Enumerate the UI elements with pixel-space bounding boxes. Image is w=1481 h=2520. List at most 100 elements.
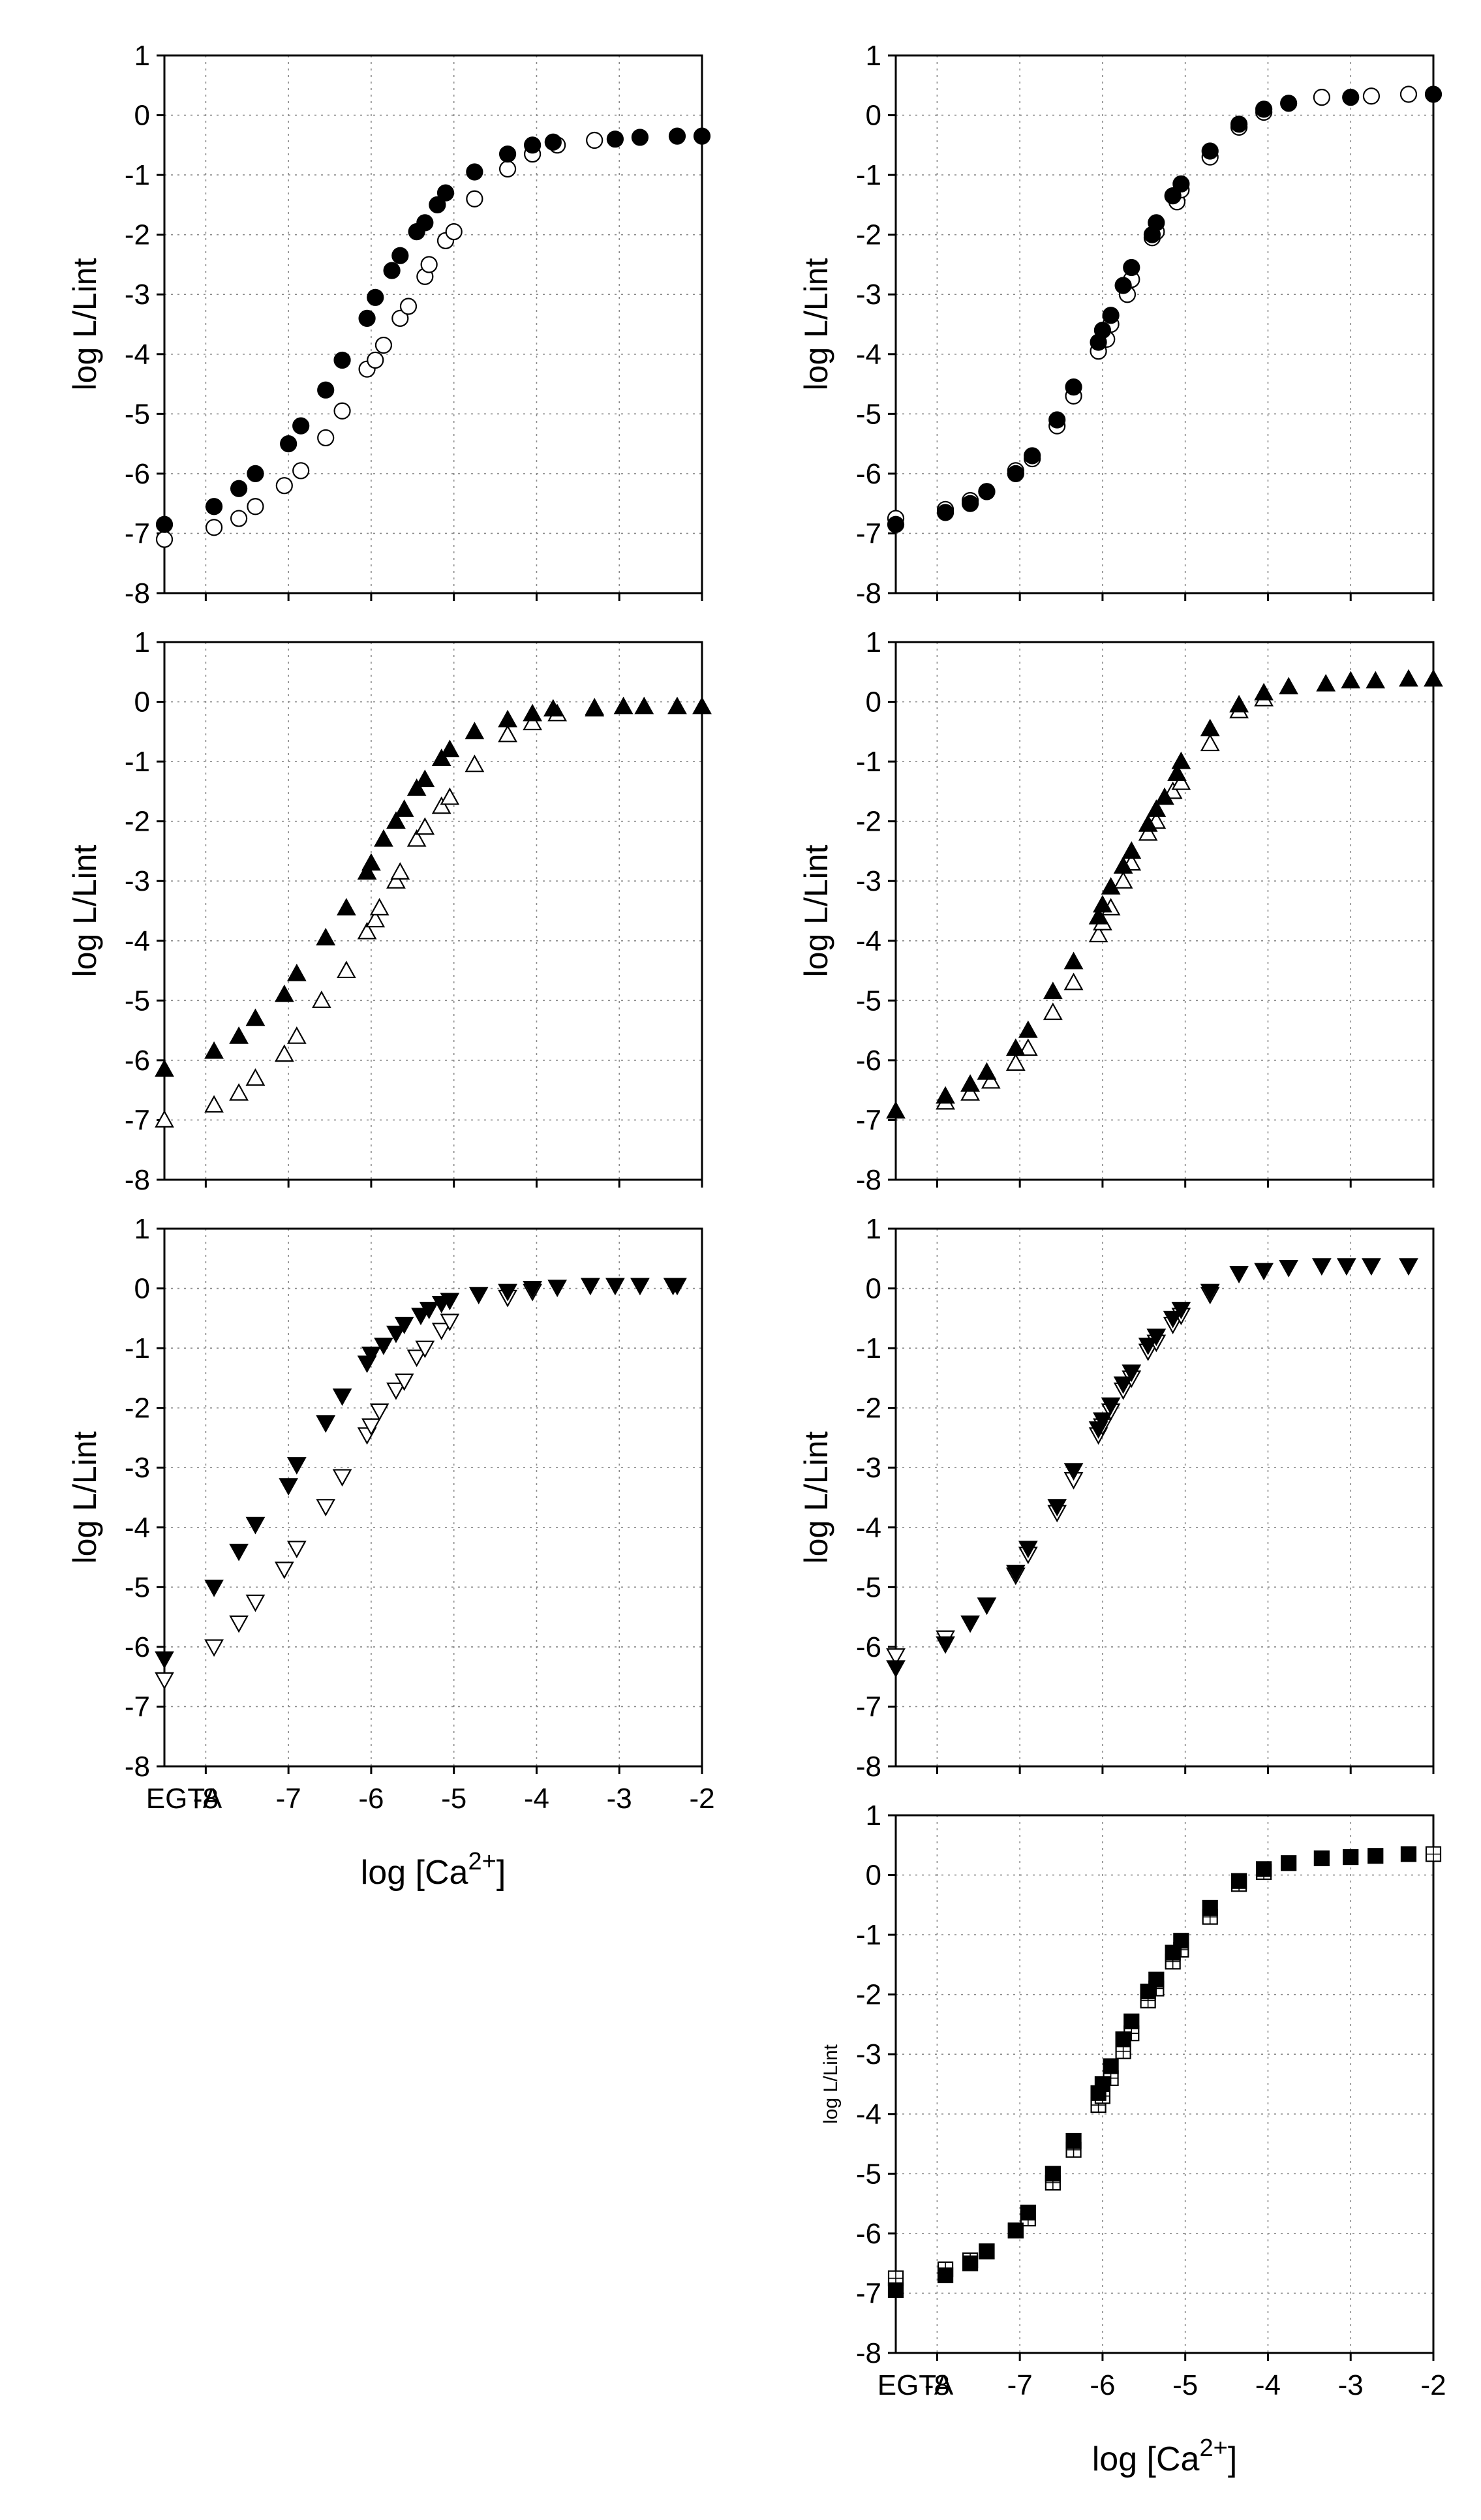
data-point: [436, 184, 455, 202]
data-point: [245, 1594, 266, 1612]
data-point: [420, 256, 438, 273]
data-point: [204, 1639, 224, 1657]
x-tick-label: -2: [1420, 2369, 1446, 2401]
data-point: [1146, 1329, 1167, 1347]
data-point: [468, 1287, 489, 1304]
data-point: [960, 1074, 980, 1092]
data-point: [445, 223, 463, 241]
data-point: [961, 495, 979, 512]
data-point: [369, 898, 389, 915]
data-point: [1024, 447, 1041, 465]
x-tick-label: -5: [441, 1783, 466, 1815]
data-point: [316, 1499, 336, 1516]
data-point: [367, 288, 384, 306]
data-point: [606, 131, 624, 148]
data-point: [1342, 88, 1360, 106]
data-point: [279, 1478, 299, 1496]
data-point: [936, 1086, 955, 1104]
data-point: [311, 991, 331, 1008]
series-filled: [155, 127, 711, 533]
data-point: [205, 498, 223, 515]
y-tick-label: -4: [856, 1512, 881, 1544]
x-tick-label: -3: [607, 1783, 632, 1815]
data-point: [936, 1636, 955, 1654]
data-point: [440, 787, 460, 805]
data-point: [1366, 671, 1386, 689]
data-point: [692, 696, 712, 715]
data-point: [1123, 258, 1140, 277]
data-point: [286, 1541, 307, 1559]
data-point: [1200, 733, 1220, 752]
plot-frame: [163, 1227, 703, 1768]
data-point: [1313, 88, 1330, 106]
data-point: [155, 530, 174, 548]
chart-panel-2-1: 1 0 -1 -2 -3 -4 -5 -6 -7 -8 log L/Lint: [67, 626, 712, 1196]
data-point: [1113, 870, 1133, 889]
data-point: [247, 498, 264, 515]
data-point: [466, 163, 483, 181]
y-tick-label: -5: [125, 985, 150, 1017]
data-point: [333, 351, 351, 369]
series-open: [155, 1283, 542, 1690]
data-point: [391, 309, 409, 327]
data-point: [1279, 677, 1299, 695]
data-point: [1103, 2058, 1119, 2074]
data-point: [962, 2255, 979, 2271]
data-point: [1280, 95, 1298, 112]
chart-panel-1-1: 1 0 -1 -2 -3 -4 -5 -6 -7 -8 log L/Lint: [67, 40, 711, 609]
y-tick-label: 1: [134, 40, 150, 72]
data-point: [406, 1349, 427, 1368]
data-point: [332, 1388, 352, 1406]
y-tick-label: -4: [125, 925, 150, 957]
data-point: [978, 483, 996, 500]
data-point: [1167, 763, 1187, 781]
data-point: [1171, 1302, 1191, 1319]
data-point: [936, 504, 954, 521]
data-point: [386, 1382, 406, 1400]
data-point: [1063, 972, 1084, 991]
data-point: [416, 214, 434, 232]
x-tick-label: -6: [1090, 2369, 1115, 2401]
y-tick-label: -7: [125, 1104, 150, 1136]
y-tick-label: -2: [856, 1979, 881, 2011]
data-point: [415, 769, 435, 788]
y-tick-label: -1: [125, 159, 150, 191]
x-tick-label: -6: [358, 1783, 384, 1815]
y-tick-label: -6: [125, 458, 150, 490]
data-point: [1148, 214, 1165, 232]
x-axis-label: log [Ca2+]: [1092, 2435, 1238, 2478]
data-point: [1256, 1861, 1272, 1877]
data-point: [275, 477, 293, 495]
data-point: [431, 796, 451, 814]
y-axis-label: log L/Lint: [798, 258, 834, 390]
y-tick-label: 0: [866, 1273, 881, 1305]
data-point: [1101, 877, 1121, 895]
data-point: [1173, 1933, 1189, 1949]
data-point: [411, 1308, 431, 1326]
data-point: [1146, 799, 1167, 817]
y-tick-label: -3: [856, 865, 881, 897]
series-filled: [887, 1846, 1417, 2298]
data-point: [1138, 1338, 1158, 1355]
data-point: [1122, 841, 1142, 859]
chart-panel-2-2: 1 0 -1 -2 -3 -4 -5 -6 -7 -8 log L/Lint: [798, 626, 1443, 1196]
data-point: [586, 131, 603, 149]
data-point: [1005, 1053, 1026, 1071]
data-point: [886, 1648, 906, 1666]
data-point: [358, 309, 376, 327]
data-point: [547, 1280, 568, 1297]
y-tick-label: -3: [125, 865, 150, 897]
y-tick-label: 1: [134, 1213, 150, 1245]
x-tick-label: -8: [193, 1783, 219, 1815]
data-point: [286, 1026, 307, 1044]
y-tick-label: -8: [856, 1164, 881, 1196]
data-point: [605, 1278, 625, 1296]
x-axis-label-sup: 2+: [468, 1848, 496, 1875]
y-axis-label: log L/Lint: [67, 1431, 103, 1563]
data-point: [1007, 465, 1024, 482]
y-tick-label: -4: [856, 925, 881, 957]
x-tick-label: -4: [524, 1783, 549, 1815]
x-tick-label: -2: [689, 1783, 714, 1815]
